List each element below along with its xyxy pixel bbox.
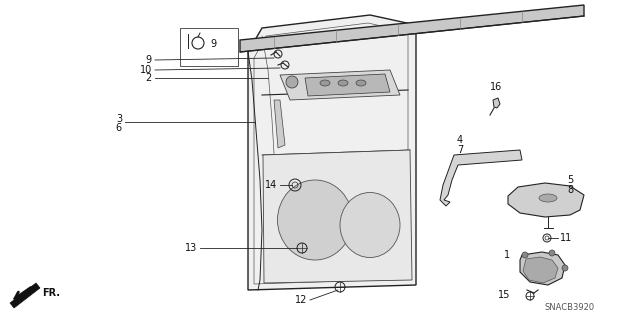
Polygon shape (493, 98, 500, 108)
Ellipse shape (338, 80, 348, 86)
Text: SNACB3920: SNACB3920 (545, 303, 595, 313)
Text: 10: 10 (140, 65, 152, 75)
Ellipse shape (278, 180, 353, 260)
Ellipse shape (356, 80, 366, 86)
Circle shape (522, 252, 528, 258)
Text: 9: 9 (146, 55, 152, 65)
Text: 12: 12 (294, 295, 307, 305)
Text: 7: 7 (457, 145, 463, 155)
Polygon shape (305, 74, 390, 96)
Ellipse shape (340, 192, 400, 257)
Text: 3: 3 (116, 114, 122, 124)
Bar (180, 28, 238, 66)
Polygon shape (10, 283, 40, 308)
Text: 6: 6 (116, 123, 122, 133)
Ellipse shape (539, 194, 557, 202)
Polygon shape (520, 252, 565, 285)
Polygon shape (508, 183, 584, 217)
Text: 5: 5 (567, 175, 573, 185)
Text: 9: 9 (210, 39, 216, 49)
Polygon shape (280, 70, 400, 100)
Text: 1: 1 (504, 250, 510, 260)
Ellipse shape (320, 80, 330, 86)
Polygon shape (274, 100, 285, 148)
Polygon shape (440, 150, 522, 206)
Polygon shape (263, 150, 412, 283)
Text: FR.: FR. (42, 288, 60, 298)
Text: 16: 16 (490, 82, 502, 92)
Polygon shape (248, 15, 416, 290)
Circle shape (549, 250, 555, 256)
Polygon shape (240, 5, 584, 52)
Text: 11: 11 (560, 233, 572, 243)
Text: 2: 2 (146, 73, 152, 83)
Text: 13: 13 (185, 243, 197, 253)
Text: 15: 15 (498, 290, 510, 300)
Circle shape (562, 265, 568, 271)
Text: 14: 14 (265, 180, 277, 190)
Circle shape (286, 76, 298, 88)
Text: 8: 8 (567, 185, 573, 195)
Polygon shape (523, 257, 558, 283)
Text: 4: 4 (457, 135, 463, 145)
